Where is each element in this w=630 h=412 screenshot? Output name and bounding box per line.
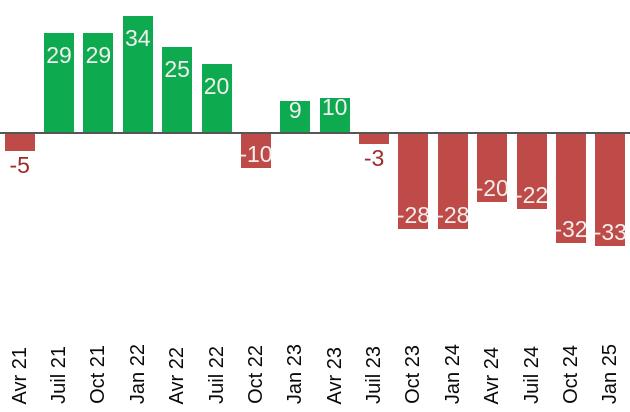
bar-value-label: 34 xyxy=(125,25,151,52)
bar-value-label: 29 xyxy=(85,42,112,69)
bar-value-label: -10 xyxy=(239,141,273,167)
x-axis-tick-label: Jan 22 xyxy=(126,343,149,404)
x-axis-tick-label: Avr 23 xyxy=(323,346,346,404)
x-axis-tick-label: Juil 21 xyxy=(48,346,71,404)
bar-value-label: -3 xyxy=(363,145,385,172)
bar-value-label: 29 xyxy=(46,42,72,69)
bar xyxy=(477,134,508,202)
x-axis-tick: Oct 23 xyxy=(394,330,433,408)
bar xyxy=(555,134,586,243)
bar xyxy=(280,101,311,132)
bar-value-label: -22 xyxy=(514,181,549,208)
x-axis-tick: Juil 21 xyxy=(39,330,78,408)
bar xyxy=(595,134,626,247)
x-axis-tick-label: Jan 24 xyxy=(441,343,464,404)
x-axis-tick: Juil 23 xyxy=(354,330,393,408)
bar-value-label: -20 xyxy=(475,175,509,201)
x-axis-tick-label: Juil 23 xyxy=(363,346,386,404)
bar-value-label: 25 xyxy=(164,56,190,82)
x-axis-tick: Avr 22 xyxy=(158,330,197,408)
x-axis-tick: Juil 24 xyxy=(512,330,551,408)
x-axis-tick-label: Juil 22 xyxy=(205,346,228,404)
bar xyxy=(162,47,193,132)
x-axis-tick: Jan 23 xyxy=(276,330,315,408)
x-axis-tick-label: Oct 22 xyxy=(244,345,267,404)
x-axis-tick: Avr 21 xyxy=(0,330,39,408)
bar xyxy=(4,134,35,151)
x-axis-tick-label: Avr 21 xyxy=(8,346,31,404)
x-axis-tick-label: Oct 23 xyxy=(402,345,425,404)
bar-value-label: 9 xyxy=(288,97,302,124)
x-axis-tick: Avr 24 xyxy=(473,330,512,408)
x-axis-tick-label: Avr 24 xyxy=(481,346,504,404)
bar xyxy=(359,134,390,145)
x-axis-tick-label: Oct 24 xyxy=(559,345,582,404)
x-axis-tick: Jan 22 xyxy=(118,330,157,408)
x-axis-tick: Oct 22 xyxy=(236,330,275,408)
bar-value-label: -28 xyxy=(436,202,470,229)
bar-value-label: 10 xyxy=(321,94,348,120)
x-axis-tick-label: Jan 23 xyxy=(284,343,307,404)
bar xyxy=(516,134,547,209)
x-axis-tick-label: Jan 25 xyxy=(599,343,622,404)
bar-value-label: -33 xyxy=(593,219,627,246)
bar-value-label: -28 xyxy=(396,202,431,229)
bar xyxy=(437,134,468,230)
x-axis-tick: Oct 21 xyxy=(79,330,118,408)
x-axis-tick: Juil 22 xyxy=(197,330,236,408)
bar-value-label: 20 xyxy=(203,73,230,99)
bar xyxy=(319,98,350,132)
x-axis-tick-label: Juil 24 xyxy=(520,346,543,404)
x-axis-tick-label: Avr 22 xyxy=(166,346,189,404)
x-axis-tick: Oct 24 xyxy=(551,330,590,408)
x-axis-line xyxy=(0,132,630,134)
bar xyxy=(44,33,75,132)
x-axis-tick-labels: Avr 21 Juil 21 Oct 21 Jan 22 Avr 22 Juil 22 Oc… xyxy=(0,330,630,408)
bar xyxy=(122,16,153,132)
x-axis-tick-label: Oct 21 xyxy=(87,345,110,404)
x-axis-tick: Jan 25 xyxy=(591,330,630,408)
bar xyxy=(83,33,114,132)
bar-value-label: -5 xyxy=(9,152,30,178)
x-axis-tick: Jan 24 xyxy=(433,330,472,408)
bar xyxy=(398,134,429,230)
bar xyxy=(201,64,232,132)
x-axis-tick: Avr 23 xyxy=(315,330,354,408)
bar xyxy=(240,134,271,168)
bar-value-label: -32 xyxy=(554,215,588,242)
